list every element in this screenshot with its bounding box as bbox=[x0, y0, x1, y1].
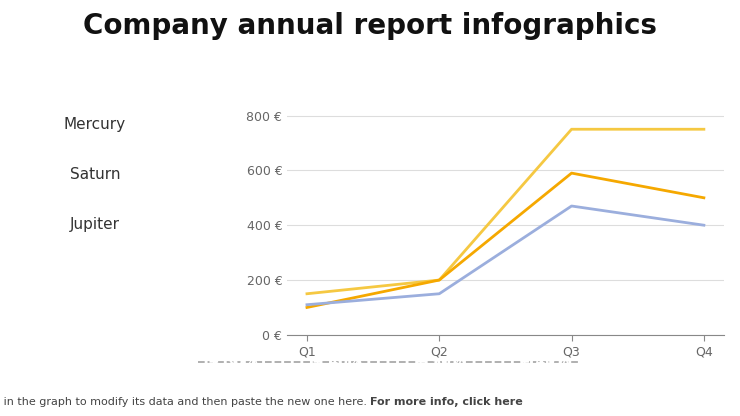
Text: Total revenue increase: Total revenue increase bbox=[18, 355, 189, 368]
Text: + 40%: + 40% bbox=[519, 354, 569, 369]
Text: + 50%: + 50% bbox=[415, 354, 465, 369]
Text: 70%: 70% bbox=[203, 115, 243, 134]
Text: 2022 quarterly revenue: 2022 quarterly revenue bbox=[39, 65, 243, 80]
Text: + 30%: + 30% bbox=[208, 354, 258, 369]
Text: + 40%: + 40% bbox=[312, 354, 362, 369]
Text: Follow the link in the graph to modify its data and then paste the new one here.: Follow the link in the graph to modify i… bbox=[0, 397, 370, 407]
Text: Saturn: Saturn bbox=[70, 167, 121, 182]
Text: Company annual report infographics: Company annual report infographics bbox=[83, 12, 657, 40]
Text: Mercury: Mercury bbox=[64, 117, 126, 132]
Text: Jupiter: Jupiter bbox=[70, 217, 120, 232]
Text: For more info, click here: For more info, click here bbox=[370, 397, 522, 407]
Text: 80%: 80% bbox=[203, 215, 243, 233]
Text: 60%: 60% bbox=[203, 165, 243, 183]
